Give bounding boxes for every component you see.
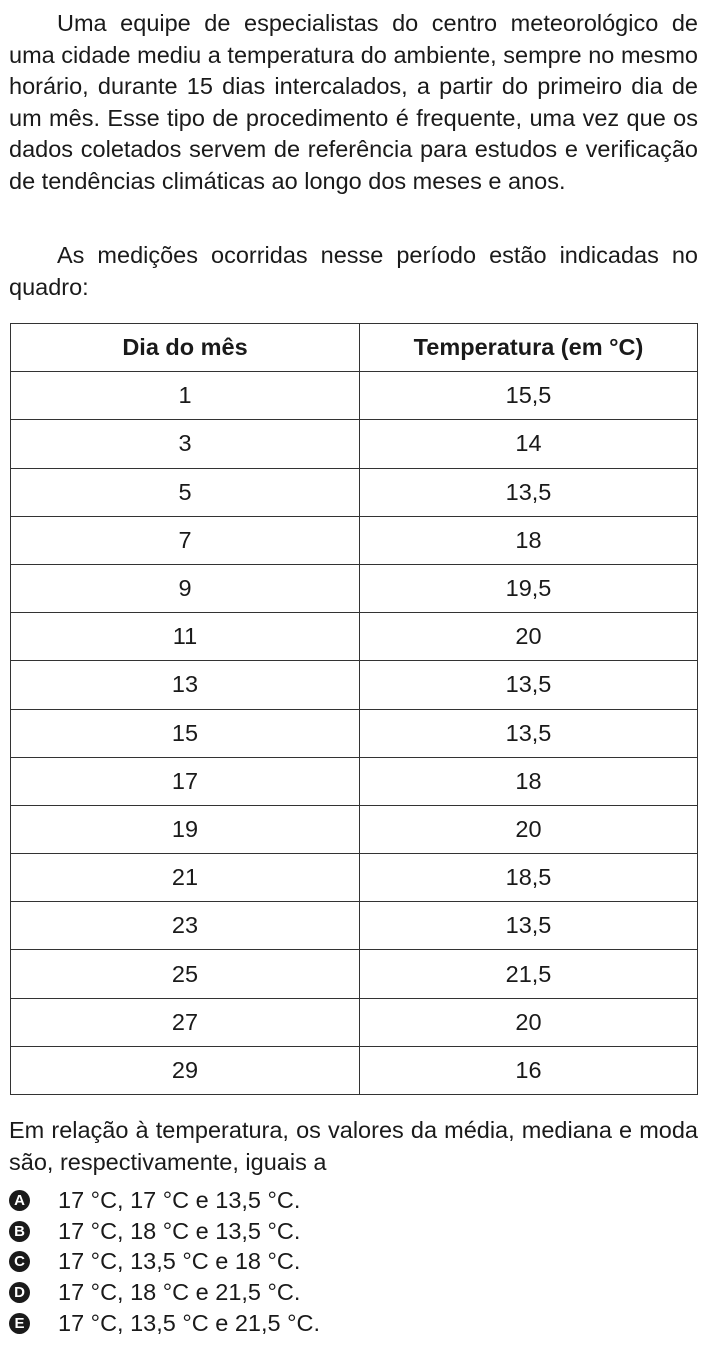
table-cell: 5 — [10, 467, 360, 517]
table-row: 25 21,5 — [10, 949, 698, 999]
option-text: 17 °C, 17 °C e 13,5 °C. — [58, 1186, 301, 1213]
option-text: 17 °C, 18 °C e 21,5 °C. — [58, 1279, 301, 1306]
intro: Uma equipe de especialistas do centro me… — [9, 8, 698, 303]
paragraph: As medições ocorridas nesse período estã… — [9, 242, 698, 300]
table-cell: 15,5 — [359, 371, 698, 421]
table-cell: 15 — [10, 708, 360, 758]
question: Em relação à temperatura, os valores da … — [9, 1117, 698, 1175]
option[interactable]: E 17 °C, 13,5 °C e 21,5 °C. — [9, 1308, 320, 1339]
table-row: 11 20 — [10, 612, 698, 662]
option-letter: E — [9, 1313, 30, 1335]
table-row: 15 13,5 — [10, 708, 698, 758]
table-row: 19 20 — [10, 804, 698, 855]
table-row: 13 13,5 — [10, 660, 698, 710]
option-letter: B — [9, 1220, 30, 1242]
table-cell: 13,5 — [359, 467, 698, 517]
table-cell: 14 — [359, 419, 698, 469]
header-cell: Dia do mês — [10, 322, 360, 373]
option[interactable]: C 17 °C, 13,5 °C e 18 °C. — [9, 1247, 320, 1278]
data-table: Dia do mês Temperatura (em °C) 1 15,5 3 14 5… — [10, 322, 698, 1096]
table-row: 3 14 — [10, 419, 698, 469]
option-letter: C — [9, 1251, 30, 1273]
table-cell: 20 — [359, 997, 698, 1047]
table-cell: 13 — [10, 660, 360, 710]
option-letter: D — [9, 1282, 30, 1304]
header-cell: Temperatura (em °C) — [359, 322, 698, 373]
option-text: 17 °C, 18 °C e 13,5 °C. — [58, 1217, 301, 1244]
table-cell: 23 — [10, 901, 360, 951]
table-cell: 13,5 — [359, 708, 698, 758]
table-cell: 25 — [10, 949, 360, 999]
table-cell: 19 — [10, 804, 360, 855]
table-cell: 27 — [10, 997, 360, 1047]
table-row: 27 20 — [10, 997, 698, 1047]
option-text: 17 °C, 13,5 °C e 21,5 °C. — [58, 1310, 321, 1337]
table-cell: 16 — [359, 1045, 698, 1096]
table-cell: 13,5 — [359, 660, 698, 710]
option-letter: A — [9, 1189, 30, 1211]
table-cell: 18 — [359, 515, 698, 565]
options: A 17 °C, 17 °C e 13,5 °C. B 17 °C, 18 °C e … — [9, 1185, 320, 1339]
table-cell: 11 — [10, 612, 360, 662]
option[interactable]: D 17 °C, 18 °C e 21,5 °C. — [9, 1277, 320, 1308]
table-row: 1 15,5 — [10, 371, 698, 421]
header-row: Dia do mês Temperatura (em °C) — [10, 322, 698, 373]
option[interactable]: B 17 °C, 18 °C e 13,5 °C. — [9, 1216, 320, 1247]
table-row: 21 18,5 — [10, 853, 698, 903]
table-row: 9 19,5 — [10, 563, 698, 614]
table-row: 7 18 — [10, 515, 698, 565]
table-row: 29 16 — [10, 1045, 698, 1096]
table-cell: 20 — [359, 804, 698, 855]
table-cell: 18,5 — [359, 853, 698, 903]
table-cell: 13,5 — [359, 901, 698, 951]
table-row: 17 18 — [10, 756, 698, 806]
table-cell: 21,5 — [359, 949, 698, 999]
table-cell: 20 — [359, 612, 698, 662]
table-cell: 7 — [10, 515, 360, 565]
table-cell: 17 — [10, 756, 360, 806]
table-cell: 1 — [10, 371, 360, 421]
option-text: 17 °C, 13,5 °C e 18 °C. — [58, 1248, 301, 1275]
table-cell: 9 — [10, 563, 360, 614]
table-cell: 3 — [10, 419, 360, 469]
paragraph: Uma equipe de especialistas do centro me… — [9, 10, 698, 194]
table-row: 5 13,5 — [10, 467, 698, 517]
table-cell: 18 — [359, 756, 698, 806]
table-row: 23 13,5 — [10, 901, 698, 951]
table-cell: 21 — [10, 853, 360, 903]
option[interactable]: A 17 °C, 17 °C e 13,5 °C. — [9, 1185, 320, 1216]
table-cell: 29 — [10, 1045, 360, 1096]
table-cell: 19,5 — [359, 563, 698, 614]
